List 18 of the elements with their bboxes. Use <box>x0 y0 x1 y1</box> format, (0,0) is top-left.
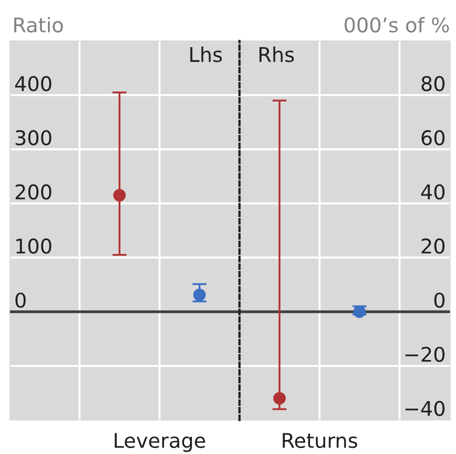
x-tick-label: Leverage <box>114 433 206 452</box>
y-tick-label: 300 <box>16 130 52 146</box>
y-tick-label: 100 <box>16 238 52 254</box>
y2-tick-label: 40 <box>421 184 444 200</box>
y2-tick-label: 0 <box>434 292 444 308</box>
y2-tick-label: −40 <box>405 400 444 416</box>
y2-tick-label: −20 <box>405 346 444 362</box>
y2-tick-label: 80 <box>422 76 444 92</box>
y2-axis-title: 000’s of % <box>344 16 449 33</box>
annotation: Lhs <box>190 46 222 62</box>
y-tick-label: 200 <box>16 184 52 200</box>
x-tick-label: Returns <box>282 433 358 448</box>
y2-tick-label: 20 <box>422 238 444 254</box>
y-axis-title: Ratio <box>14 16 63 33</box>
annotation: Rhs <box>260 46 294 62</box>
y2-tick-label: 60 <box>422 130 444 146</box>
y-tick-label: 400 <box>15 76 52 92</box>
y-tick-label: 0 <box>15 292 26 308</box>
